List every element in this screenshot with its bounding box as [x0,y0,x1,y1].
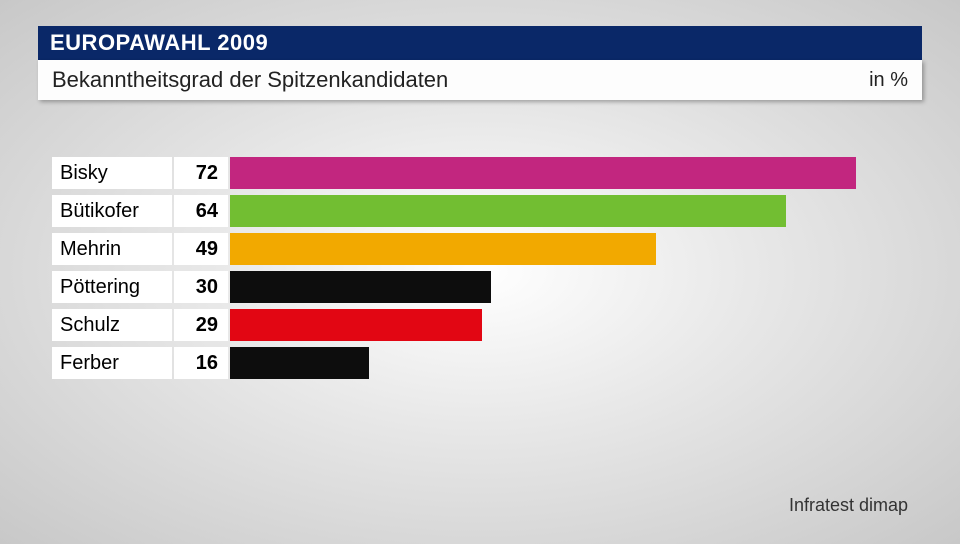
bar-value: 29 [174,309,228,341]
header-title: EUROPAWAHL 2009 [50,30,268,56]
unit-text: in % [869,69,908,92]
bar-fill [230,271,491,303]
bar-fill [230,233,656,265]
bar-value: 64 [174,195,228,227]
bar-row: Schulz 29 [52,307,908,343]
bar-value: 30 [174,271,228,303]
bar-row: Ferber 16 [52,345,908,381]
bar-row: Pöttering 30 [52,269,908,305]
bar-label: Schulz [52,309,172,341]
bar-track [230,233,908,265]
bar-label: Mehrin [52,233,172,265]
chart-area: Bisky 72 Bütikofer 64 Mehrin 49 Pötterin… [52,155,908,383]
bar-value: 16 [174,347,228,379]
bar-label: Bütikofer [52,195,172,227]
header-bar: EUROPAWAHL 2009 [38,26,922,60]
bar-label: Ferber [52,347,172,379]
bar-label: Bisky [52,157,172,189]
bar-label: Pöttering [52,271,172,303]
bar-fill [230,309,482,341]
bar-row: Mehrin 49 [52,231,908,267]
bar-fill [230,195,786,227]
bar-fill [230,157,856,189]
subtitle-bar: Bekanntheitsgrad der Spitzenkandidaten i… [38,60,922,100]
bar-value: 49 [174,233,228,265]
bar-row: Bütikofer 64 [52,193,908,229]
bar-fill [230,347,369,379]
source-text: Infratest dimap [789,495,908,516]
subtitle-text: Bekanntheitsgrad der Spitzenkandidaten [52,67,448,93]
bar-track [230,309,908,341]
bar-value: 72 [174,157,228,189]
bar-track [230,347,908,379]
bar-row: Bisky 72 [52,155,908,191]
bar-track [230,195,908,227]
bar-track [230,271,908,303]
bar-track [230,157,908,189]
